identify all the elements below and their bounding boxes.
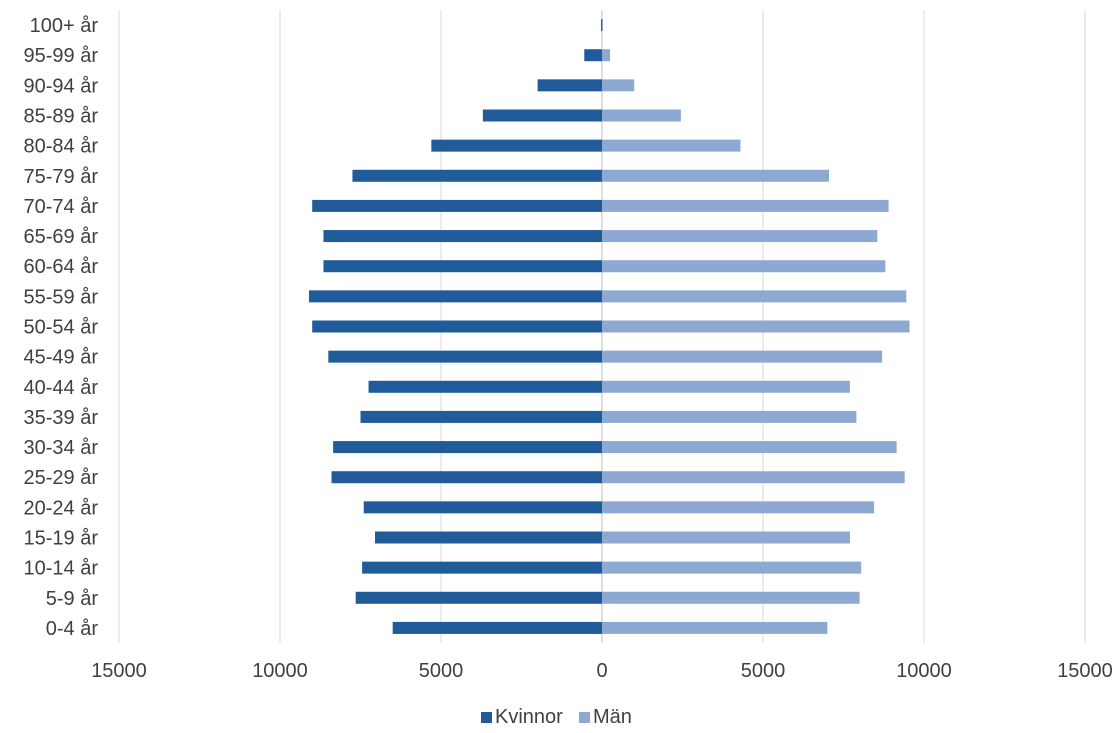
bar-man-18 — [602, 79, 635, 92]
x-tick-label-0: 15000 — [91, 660, 147, 682]
bar-kvinnor-14 — [312, 199, 602, 212]
bar-kvinnor-13 — [323, 230, 602, 243]
bar-man-2 — [602, 561, 862, 574]
bar-man-15 — [602, 169, 830, 182]
bar-man-17 — [602, 109, 681, 122]
bar-kvinnor-20 — [601, 19, 603, 32]
category-label-17: 85-89 år — [24, 106, 99, 128]
bar-kvinnor-10 — [312, 320, 602, 333]
bar-man-9 — [602, 350, 883, 363]
bar-man-11 — [602, 290, 907, 303]
legend-label-1: Män — [593, 706, 632, 728]
category-label-0: 0-4 år — [46, 618, 99, 640]
legend-label-0: Kvinnor — [495, 706, 563, 728]
category-label-18: 90-94 år — [24, 75, 99, 97]
bar-man-13 — [602, 230, 878, 243]
category-label-2: 10-14 år — [24, 558, 99, 580]
bar-kvinnor-15 — [352, 169, 602, 182]
bar-kvinnor-12 — [323, 260, 602, 273]
bar-man-5 — [602, 471, 905, 484]
bar-kvinnor-9 — [328, 350, 602, 363]
x-tick-label-2: 5000 — [419, 660, 464, 682]
bar-kvinnor-1 — [355, 591, 602, 604]
category-label-7: 35-39 år — [24, 407, 99, 429]
bar-kvinnor-6 — [333, 441, 602, 454]
bar-kvinnor-4 — [363, 501, 602, 514]
bar-kvinnor-8 — [368, 380, 602, 393]
bar-kvinnor-3 — [374, 531, 602, 544]
x-tick-label-3: 0 — [596, 660, 607, 682]
bar-kvinnor-17 — [482, 109, 602, 122]
bar-kvinnor-0 — [392, 621, 602, 634]
bar-man-8 — [602, 380, 850, 393]
legend-swatch-0 — [481, 712, 492, 723]
bar-kvinnor-7 — [360, 410, 602, 423]
category-label-13: 65-69 år — [24, 226, 99, 248]
category-label-4: 20-24 år — [24, 497, 99, 519]
category-label-1: 5-9 år — [46, 588, 99, 610]
bar-kvinnor-5 — [331, 471, 602, 484]
bar-man-1 — [602, 591, 860, 604]
category-label-15: 75-79 år — [24, 166, 99, 188]
bar-kvinnor-16 — [431, 139, 602, 152]
bar-man-14 — [602, 199, 889, 212]
category-label-11: 55-59 år — [24, 286, 99, 308]
bar-kvinnor-11 — [308, 290, 602, 303]
category-label-8: 40-44 år — [24, 377, 99, 399]
bar-kvinnor-2 — [362, 561, 602, 574]
bar-man-6 — [602, 441, 897, 454]
x-tick-label-1: 10000 — [252, 660, 308, 682]
bar-man-20 — [602, 19, 603, 32]
category-label-14: 70-74 år — [24, 196, 99, 218]
bar-kvinnor-18 — [537, 79, 602, 92]
x-tick-label-4: 5000 — [741, 660, 786, 682]
legend-swatch-1 — [579, 712, 590, 723]
bar-man-4 — [602, 501, 875, 514]
bar-man-0 — [602, 621, 828, 634]
category-label-6: 30-34 år — [24, 437, 99, 459]
category-label-12: 60-64 år — [24, 256, 99, 278]
category-label-19: 95-99 år — [24, 45, 99, 67]
x-tick-label-6: 15000 — [1057, 660, 1113, 682]
category-label-10: 50-54 år — [24, 317, 99, 339]
bar-man-12 — [602, 260, 886, 273]
bars — [308, 19, 910, 634]
bar-man-10 — [602, 320, 910, 333]
bar-man-19 — [602, 49, 611, 62]
bar-man-7 — [602, 410, 857, 423]
bar-man-3 — [602, 531, 850, 544]
legend: Kvinnor Män — [481, 706, 632, 728]
x-tick-labels: 15000 10000 5000 0 5000 10000 15000 — [91, 660, 1113, 682]
x-tick-label-5: 10000 — [896, 660, 952, 682]
bar-man-16 — [602, 139, 741, 152]
bar-kvinnor-19 — [584, 49, 602, 62]
category-labels: 0-4 år 5-9 år 10-14 år 15-19 år 20-24 år 25-2… — [24, 15, 99, 640]
category-label-5: 25-29 år — [24, 467, 99, 489]
category-label-20: 100+ år — [30, 15, 99, 37]
category-label-9: 45-49 år — [24, 347, 99, 369]
category-label-16: 80-84 år — [24, 136, 99, 158]
category-label-3: 15-19 år — [24, 528, 99, 550]
